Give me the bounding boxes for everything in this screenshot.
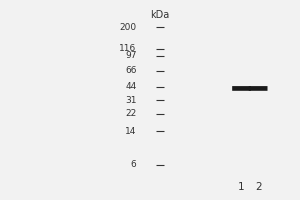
Text: 66: 66 [125, 66, 136, 75]
FancyBboxPatch shape [249, 86, 268, 91]
Text: 97: 97 [125, 51, 136, 60]
Text: 1: 1 [238, 182, 245, 192]
FancyBboxPatch shape [232, 86, 251, 91]
Text: 14: 14 [125, 127, 136, 136]
Text: 22: 22 [125, 109, 136, 118]
Text: 200: 200 [119, 23, 136, 32]
Text: 116: 116 [119, 44, 136, 53]
Text: 31: 31 [125, 96, 136, 105]
Text: 6: 6 [131, 160, 137, 169]
Text: 2: 2 [255, 182, 261, 192]
Text: kDa: kDa [150, 10, 169, 20]
Text: 44: 44 [125, 82, 136, 91]
